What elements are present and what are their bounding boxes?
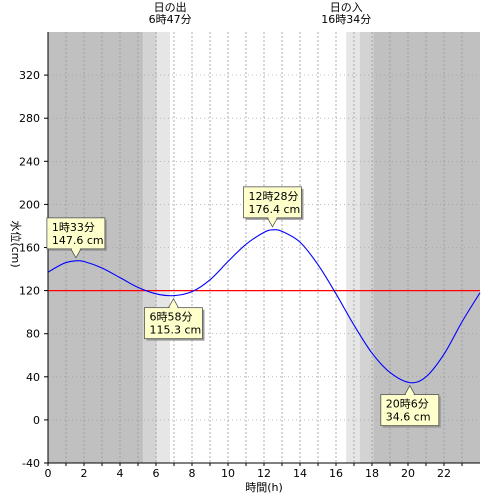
x-tick-label: 20 xyxy=(401,467,415,480)
y-tick-label: 200 xyxy=(19,198,40,211)
x-tick-label: 8 xyxy=(189,467,196,480)
sunrise-time: 6時47分 xyxy=(149,13,192,26)
callout-time: 12時28分 xyxy=(248,190,298,203)
x-tick-label: 6 xyxy=(153,467,160,480)
x-tick-label: 14 xyxy=(293,467,307,480)
callout-box xyxy=(144,307,203,340)
x-axis-label: 時間(h) xyxy=(245,481,283,494)
y-tick-label: 320 xyxy=(19,69,40,82)
sunrise-label: 日の出 xyxy=(154,0,187,14)
callout-time: 6時58分 xyxy=(149,311,192,324)
y-axis-label: 水位(cm) xyxy=(9,220,23,267)
x-tick-label: 0 xyxy=(45,467,52,480)
callout-level: 34.6 cm xyxy=(386,411,431,424)
callout-time: 1時33分 xyxy=(52,221,95,234)
water-level-line xyxy=(47,229,481,384)
y-tick-label: 0 xyxy=(33,414,40,427)
y-tick-label: 160 xyxy=(19,242,40,255)
callout-level: 147.6 cm xyxy=(52,234,104,247)
daylight-bands xyxy=(48,32,480,463)
callout-box xyxy=(243,186,302,219)
sunset-label: 日の入 xyxy=(330,1,363,14)
y-tick-label: 80 xyxy=(26,328,40,341)
x-tick-label: 2 xyxy=(81,467,88,480)
y-tick-label: 120 xyxy=(19,285,40,298)
twilight-band-evening-1 xyxy=(359,32,374,463)
x-tick-label: 16 xyxy=(329,467,343,480)
x-tick-label: 4 xyxy=(117,467,124,480)
x-tick-labels: 0 2 4 6 8 10 12 14 16 18 20 22 xyxy=(45,467,452,480)
x-tick-label: 18 xyxy=(365,467,379,480)
y-tick-label: -40 xyxy=(22,457,40,470)
callout-level: 115.3 cm xyxy=(149,324,201,337)
night-band-evening xyxy=(373,32,480,463)
y-tick-label: 40 xyxy=(26,371,40,384)
callout-level: 176.4 cm xyxy=(248,203,300,216)
twilight-band-morning-2 xyxy=(156,32,171,463)
series-group xyxy=(47,229,481,384)
x-tick-label: 10 xyxy=(221,467,235,480)
y-tick-label: 280 xyxy=(19,112,40,125)
x-tick-label: 12 xyxy=(257,467,271,480)
y-tick-labels: -40 0 40 80 120 160 200 240 280 320 xyxy=(19,69,40,470)
y-tick-label: 240 xyxy=(19,155,40,168)
callout-box xyxy=(380,394,440,427)
sunset-time: 16時34分 xyxy=(321,13,371,26)
x-tick-label: 22 xyxy=(437,467,451,480)
callout-time: 20時6分 xyxy=(386,398,429,411)
callout-box xyxy=(46,217,106,250)
twilight-band-morning-1 xyxy=(143,32,157,463)
